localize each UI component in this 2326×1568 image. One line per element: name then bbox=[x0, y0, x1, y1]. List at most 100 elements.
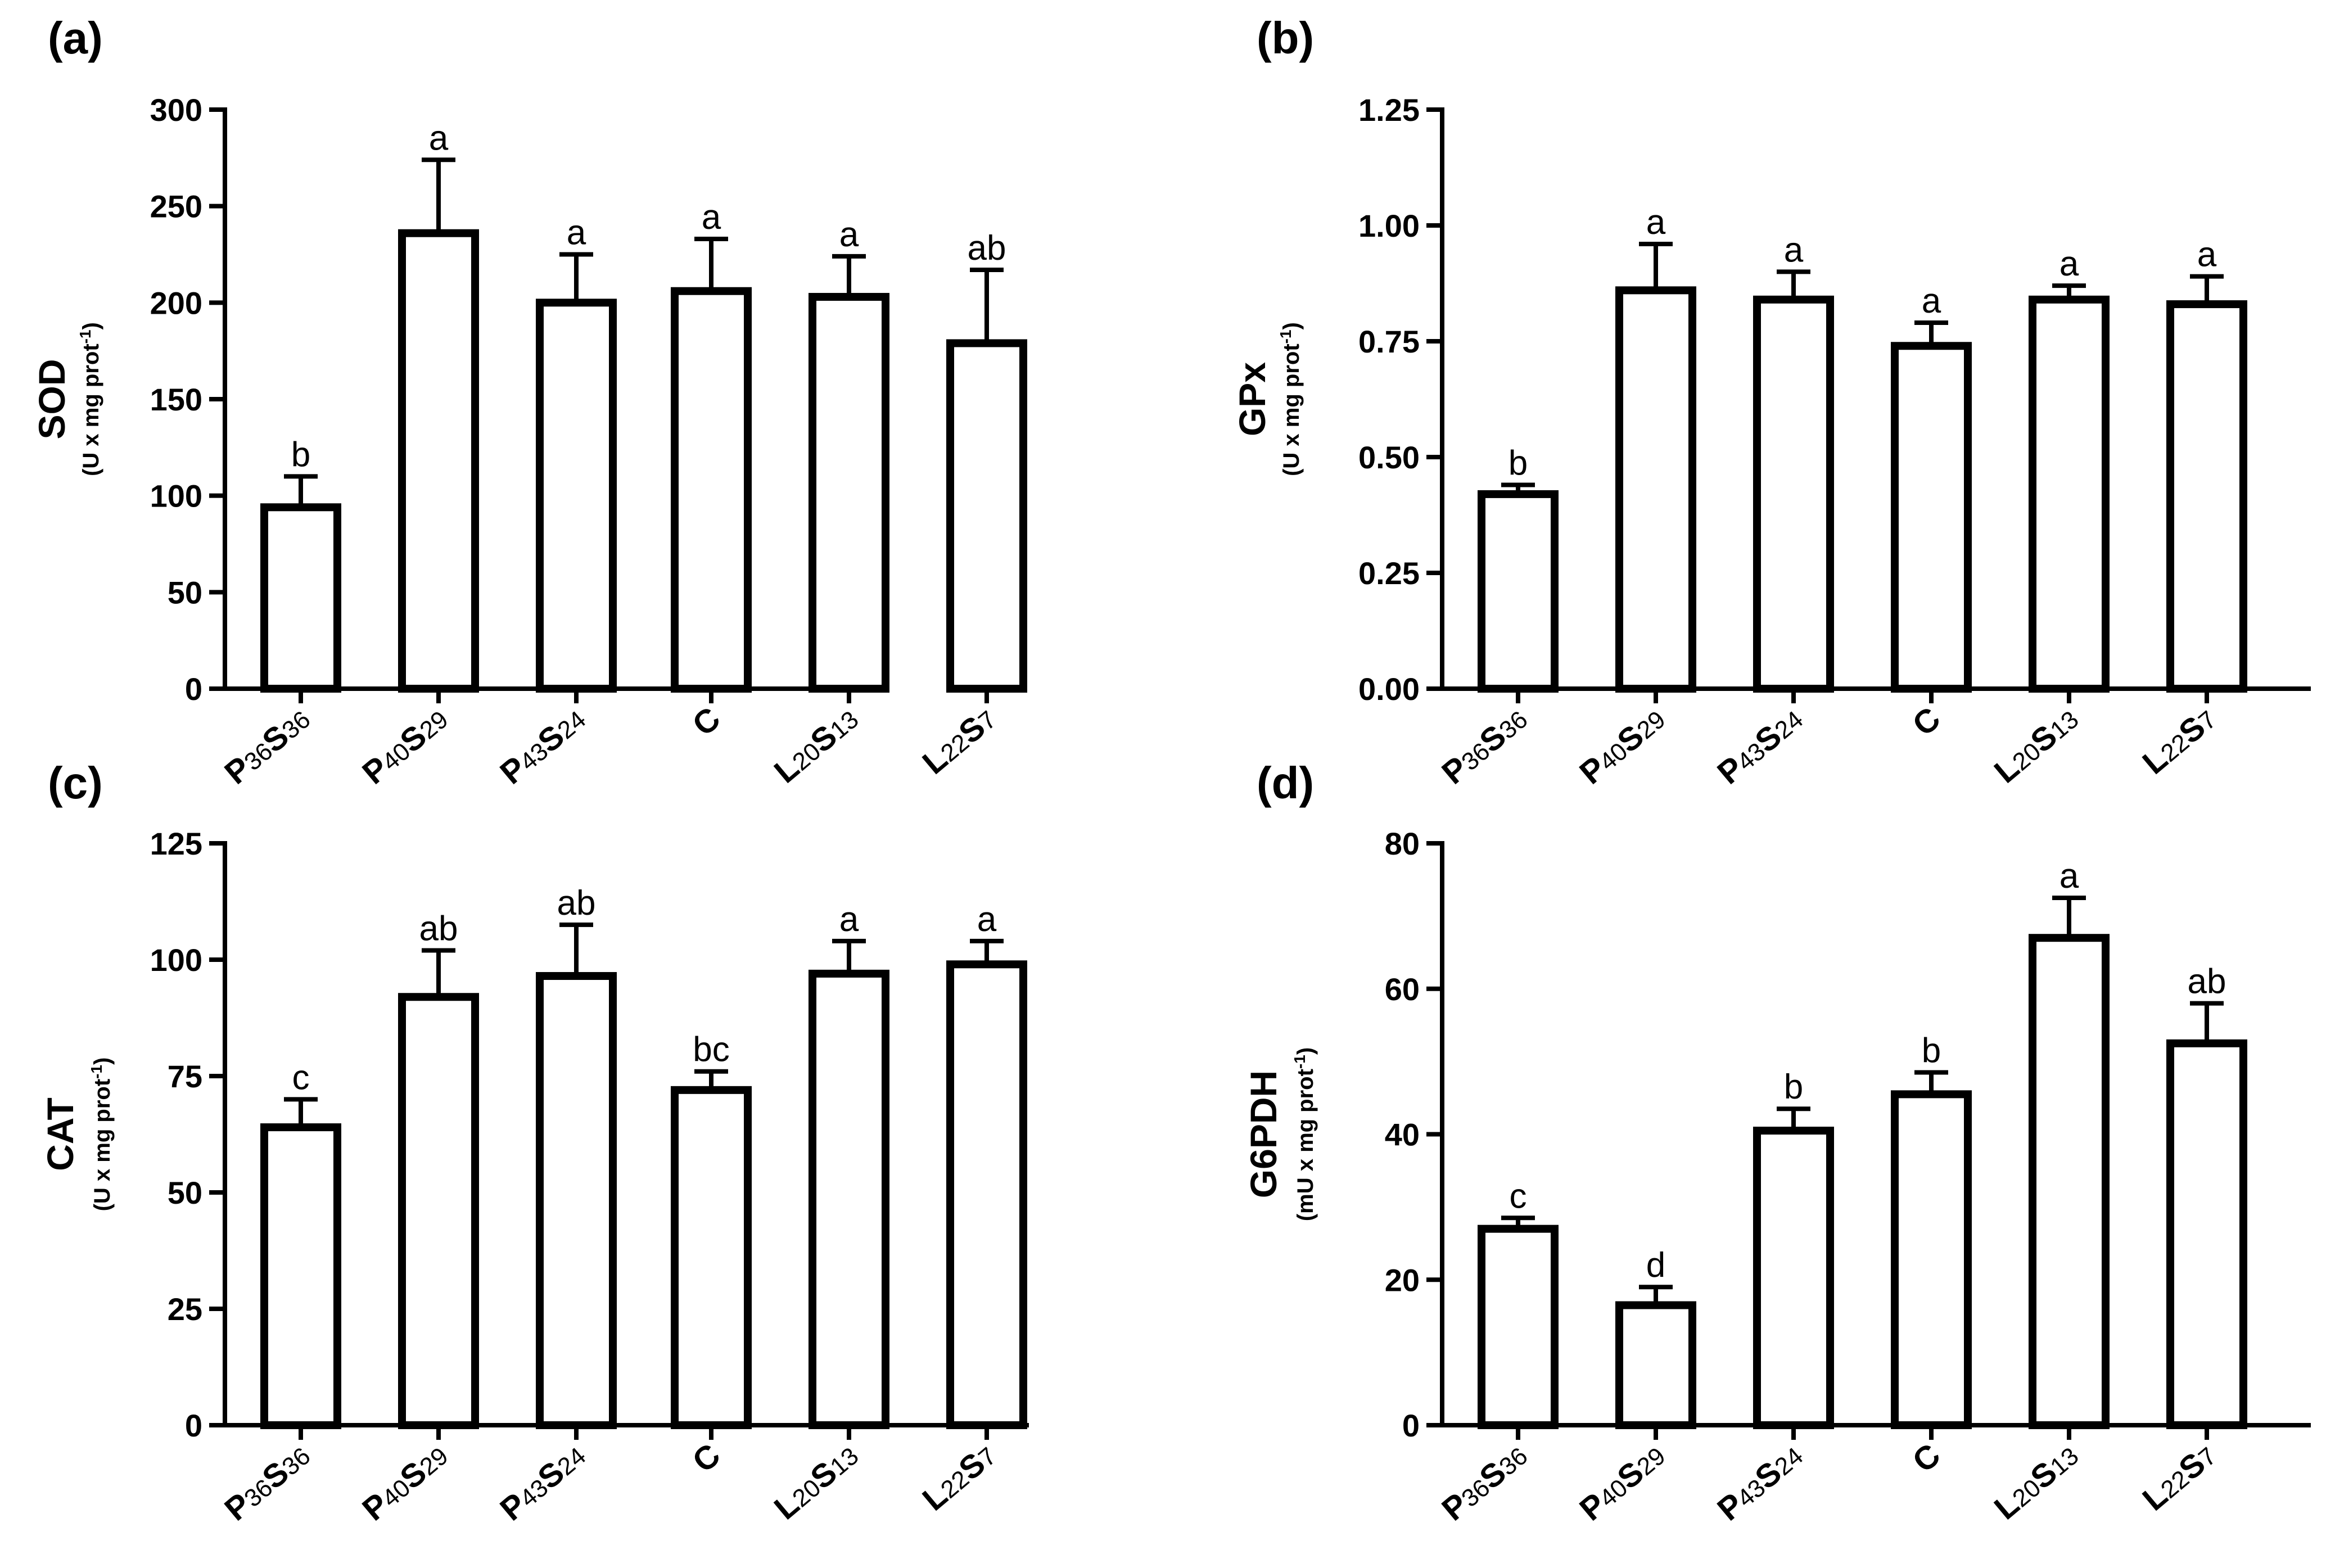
category-label: L20S13 bbox=[1988, 700, 2085, 790]
y-tick-label: 250 bbox=[150, 189, 202, 224]
category-label-part: C bbox=[685, 1436, 727, 1480]
significance-letter: a bbox=[567, 214, 586, 252]
y-axis-unit-superscript: -1 bbox=[1291, 1055, 1308, 1069]
significance-letter: ab bbox=[2188, 963, 2226, 1001]
y-axis-unit: (U x mg prot-1) bbox=[88, 1058, 115, 1212]
significance-letter: bc bbox=[693, 1031, 729, 1069]
category-label: P36S36 bbox=[218, 700, 317, 791]
significance-letter: a bbox=[429, 119, 449, 157]
bar bbox=[2029, 295, 2110, 693]
y-tick-label: 40 bbox=[1385, 1117, 1420, 1153]
significance-letter: b bbox=[1784, 1068, 1803, 1106]
category-label: P43S24 bbox=[1710, 1436, 1809, 1528]
bar bbox=[1615, 1301, 1696, 1429]
significance-letter: a bbox=[839, 215, 859, 254]
significance-letter: ab bbox=[968, 229, 1006, 268]
bar bbox=[809, 293, 889, 693]
bar bbox=[2166, 300, 2247, 693]
y-axis-unit-superscript: -1 bbox=[88, 1065, 105, 1079]
bar bbox=[671, 287, 752, 693]
panel-a: (a) SOD (U x mg prot-1) 0 50 100 150 200 250 300 b… bbox=[31, 13, 1027, 792]
category-label: P43S24 bbox=[493, 700, 592, 791]
bar bbox=[536, 299, 617, 693]
y-axis-title: G6PDH bbox=[1243, 1070, 1284, 1198]
y-tick-label: 125 bbox=[150, 826, 202, 861]
significance-letter: c bbox=[1510, 1177, 1527, 1215]
y-tick-label: 300 bbox=[150, 92, 202, 128]
bar bbox=[1891, 342, 1972, 693]
category-label-part: C bbox=[685, 700, 727, 743]
y-axis-unit-text: (mU x mg prot bbox=[1293, 1069, 1318, 1221]
bar bbox=[260, 1123, 341, 1429]
significance-letter: a bbox=[1922, 282, 1941, 320]
category-label: C bbox=[685, 700, 727, 743]
panel-label: (c) bbox=[48, 758, 103, 808]
category-label-part: C bbox=[1905, 700, 1947, 743]
y-axis-unit-close: ) bbox=[1279, 322, 1304, 329]
panel-c: (c) CAT (U x mg prot-1) 0 25 50 75 100 125 c P36S3… bbox=[39, 758, 1029, 1528]
category-label: P36S36 bbox=[218, 1436, 317, 1528]
significance-letter: a bbox=[1646, 203, 1666, 242]
y-tick-label: 25 bbox=[168, 1291, 202, 1327]
category-label: P40S29 bbox=[1573, 700, 1672, 791]
y-tick-label: 100 bbox=[150, 478, 202, 514]
y-axis-unit-text: (U x mg prot bbox=[90, 1079, 115, 1212]
y-axis-unit-text: (U x mg prot bbox=[79, 344, 103, 476]
category-label: P36S36 bbox=[1435, 1436, 1534, 1528]
category-label: L22S7 bbox=[2136, 1436, 2223, 1518]
y-tick-label: 50 bbox=[168, 575, 202, 610]
bar bbox=[398, 229, 479, 693]
category-label: C bbox=[1905, 700, 1947, 743]
category-label: C bbox=[1905, 1436, 1947, 1480]
y-tick-label: 0.00 bbox=[1358, 671, 1420, 707]
category-label: P43S24 bbox=[493, 1436, 592, 1528]
bar bbox=[1753, 1127, 1834, 1429]
y-axis-unit-superscript: -1 bbox=[76, 329, 94, 344]
bar bbox=[260, 503, 341, 693]
bar bbox=[809, 969, 889, 1429]
significance-letter: c bbox=[292, 1058, 310, 1097]
y-tick-label: 50 bbox=[168, 1175, 202, 1210]
bar bbox=[671, 1086, 752, 1429]
significance-letter: a bbox=[1784, 231, 1804, 269]
bar bbox=[2029, 934, 2110, 1429]
y-axis-unit-close: ) bbox=[1293, 1047, 1318, 1055]
y-tick-label: 1.25 bbox=[1358, 92, 1420, 128]
significance-letter: a bbox=[2197, 236, 2217, 274]
y-tick-label: 0 bbox=[185, 1408, 202, 1443]
bar bbox=[946, 339, 1027, 693]
y-tick-label: 0.25 bbox=[1358, 555, 1420, 591]
significance-letter: a bbox=[2059, 245, 2079, 283]
significance-letter: ab bbox=[557, 884, 596, 923]
bar bbox=[1478, 1224, 1559, 1429]
category-label: L20S13 bbox=[767, 700, 865, 790]
y-tick-label: 0 bbox=[1402, 1408, 1420, 1443]
category-label: P40S29 bbox=[355, 700, 454, 791]
y-axis-title: GPx bbox=[1231, 362, 1273, 436]
bar bbox=[1615, 286, 1696, 693]
y-tick-label: 75 bbox=[168, 1059, 202, 1094]
significance-letter: a bbox=[2059, 857, 2079, 896]
bar bbox=[2166, 1039, 2247, 1429]
significance-letter: ab bbox=[419, 909, 458, 948]
panel-b: (b) GPx (U x mg prot-1) 0.00 0.25 0.50 0.75 1.0… bbox=[1231, 13, 2311, 792]
y-tick-label: 60 bbox=[1385, 971, 1420, 1007]
category-label: L22S7 bbox=[916, 1436, 1003, 1518]
significance-letter: a bbox=[839, 900, 859, 939]
y-axis-unit-close: ) bbox=[90, 1058, 115, 1065]
bar bbox=[1478, 490, 1559, 693]
significance-letter: b bbox=[291, 435, 310, 474]
bar bbox=[398, 993, 479, 1429]
y-tick-label: 0.75 bbox=[1358, 324, 1420, 359]
category-label-part: C bbox=[1905, 1436, 1947, 1480]
y-tick-label: 1.00 bbox=[1358, 208, 1420, 243]
bar bbox=[946, 960, 1027, 1429]
significance-letter: b bbox=[1922, 1032, 1941, 1070]
y-axis-unit: (mU x mg prot-1) bbox=[1291, 1047, 1318, 1221]
panel-label: (a) bbox=[48, 13, 103, 63]
category-label: L22S7 bbox=[2136, 700, 2223, 781]
y-tick-label: 200 bbox=[150, 285, 202, 320]
y-axis-unit: (U x mg prot-1) bbox=[76, 322, 103, 476]
category-label: L22S7 bbox=[916, 700, 1003, 781]
